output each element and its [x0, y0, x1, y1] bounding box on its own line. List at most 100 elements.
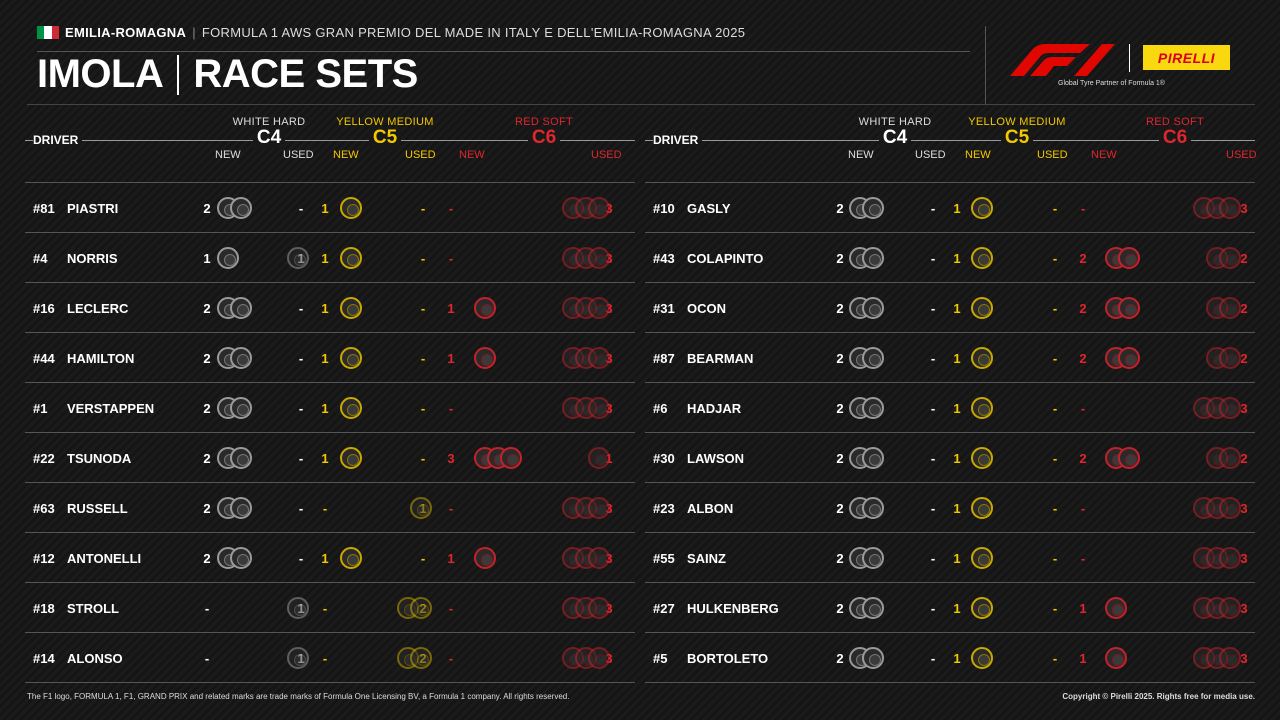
hard-used-header: USED — [283, 149, 314, 161]
row-divider — [645, 382, 1255, 383]
tyre-icon — [862, 597, 884, 619]
medium-new-tyres — [340, 447, 362, 471]
driver-row: #87 BEARMAN 2 - 1 - 2 2 — [645, 341, 1255, 383]
medium-new-tyres — [340, 297, 362, 321]
driver-column-header: DRIVER — [653, 133, 703, 147]
medium-new-count: 1 — [321, 251, 329, 266]
soft-used-tyres — [1193, 597, 1241, 621]
soft-new-tyres — [474, 347, 496, 371]
soft-used-tyres — [1193, 497, 1241, 521]
tyre-icon — [588, 597, 610, 619]
car-number: #43 — [653, 251, 675, 266]
medium-new-tyres — [971, 397, 993, 421]
tyre-icon — [230, 297, 252, 319]
drivers-table-right: DRIVER WHITE HARD C4 NEW USED YELLOW MEDIUM C5… — [645, 115, 1257, 683]
hard-new-count: 2 — [203, 351, 211, 366]
tyre-icon — [1219, 297, 1241, 319]
hard-new-tyres — [849, 397, 884, 421]
tyre-icon — [230, 497, 252, 519]
hard-used-count: - — [930, 501, 936, 516]
car-number: #63 — [33, 501, 55, 516]
driver-name: HADJAR — [687, 401, 742, 416]
event-header: EMILIA-ROMAGNA | FORMULA 1 AWS GRAN PREM… — [37, 25, 745, 40]
soft-used-count: 2 — [1240, 251, 1248, 266]
car-number: #44 — [33, 351, 55, 366]
medium-new-count: 1 — [321, 451, 329, 466]
tyre-icon — [588, 397, 610, 419]
hard-used-tyres — [287, 647, 309, 671]
soft-used-tyres — [562, 197, 610, 221]
row-divider — [25, 532, 635, 533]
tyre-icon — [1219, 597, 1241, 619]
soft-used-tyres — [562, 247, 610, 271]
tyre-icon — [230, 547, 252, 569]
soft-used-tyres — [1193, 197, 1241, 221]
car-number: #6 — [653, 401, 668, 416]
tyre-icon — [1219, 447, 1241, 469]
soft-used-tyres — [1206, 297, 1241, 321]
soft-used-tyres — [1193, 547, 1241, 571]
tyre-icon — [1118, 247, 1140, 269]
soft-new-tyres — [474, 297, 496, 321]
tyre-icon — [971, 497, 993, 519]
soft-new-count: - — [448, 251, 454, 266]
driver-name: LECLERC — [67, 301, 129, 316]
tyre-icon — [1219, 247, 1241, 269]
hard-new-tyres — [217, 497, 252, 521]
driver-name: GASLY — [687, 201, 731, 216]
tyre-icon — [1118, 447, 1140, 469]
tyre-icon — [862, 497, 884, 519]
tyre-icon — [1118, 347, 1140, 369]
header-line — [25, 140, 635, 141]
trademark-notice: The F1 logo, FORMULA 1, F1, GRAND PRIX a… — [27, 692, 570, 701]
top-rule — [27, 104, 1255, 105]
soft-new-tyres — [1105, 447, 1140, 471]
driver-row: #30 LAWSON 2 - 1 - 2 2 — [645, 441, 1255, 483]
medium-new-tyres — [971, 197, 993, 221]
car-number: #5 — [653, 651, 668, 666]
medium-used-count: - — [420, 551, 426, 566]
hard-new-count: 2 — [836, 251, 844, 266]
medium-used-count: - — [1052, 551, 1058, 566]
hard-new-tyres — [217, 197, 252, 221]
tyre-icon — [862, 197, 884, 219]
driver-row: #31 OCON 2 - 1 - 2 2 — [645, 291, 1255, 333]
driver-name: PIASTRI — [67, 201, 119, 216]
row-divider — [25, 632, 635, 633]
medium-new-count: - — [322, 601, 328, 616]
soft-used-tyres — [562, 597, 610, 621]
hard-new-tyres — [849, 547, 884, 571]
hard-new-count: 1 — [203, 251, 211, 266]
copyright-notice: Copyright © Pirelli 2025. Rights free fo… — [1062, 692, 1255, 701]
soft-new-count: 1 — [1079, 651, 1087, 666]
driver-name: OCON — [687, 301, 726, 316]
tyre-icon — [971, 447, 993, 469]
title-divider — [177, 54, 180, 95]
medium-new-tyres — [971, 597, 993, 621]
tyre-icon — [1219, 497, 1241, 519]
medium-used-count: - — [1052, 401, 1058, 416]
hard-used-count: - — [930, 651, 936, 666]
soft-new-count: - — [448, 651, 454, 666]
tyre-icon — [230, 447, 252, 469]
italy-flag-icon — [37, 26, 59, 39]
soft-used-tyres — [562, 497, 610, 521]
medium-new-header: NEW — [965, 149, 991, 161]
soft-used-tyres — [1206, 447, 1241, 471]
driver-name: ANTONELLI — [67, 551, 142, 566]
soft-new-tyres — [1105, 347, 1140, 371]
soft-new-tyres — [1105, 597, 1127, 621]
tyre-icon — [410, 647, 432, 669]
medium-new-count: 1 — [953, 451, 961, 466]
soft-new-count: - — [448, 401, 454, 416]
soft-new-header: NEW — [459, 149, 485, 161]
hard-used-count: - — [298, 451, 304, 466]
soft-used-tyres — [588, 447, 610, 471]
medium-used-count: - — [1052, 651, 1058, 666]
driver-name: RUSSELL — [67, 501, 128, 516]
hard-used-count: - — [298, 501, 304, 516]
driver-row: #4NORRIS111--3 — [25, 241, 635, 283]
driver-name: HULKENBERG — [687, 601, 779, 616]
medium-new-count: - — [322, 501, 328, 516]
tyre-icon — [862, 247, 884, 269]
